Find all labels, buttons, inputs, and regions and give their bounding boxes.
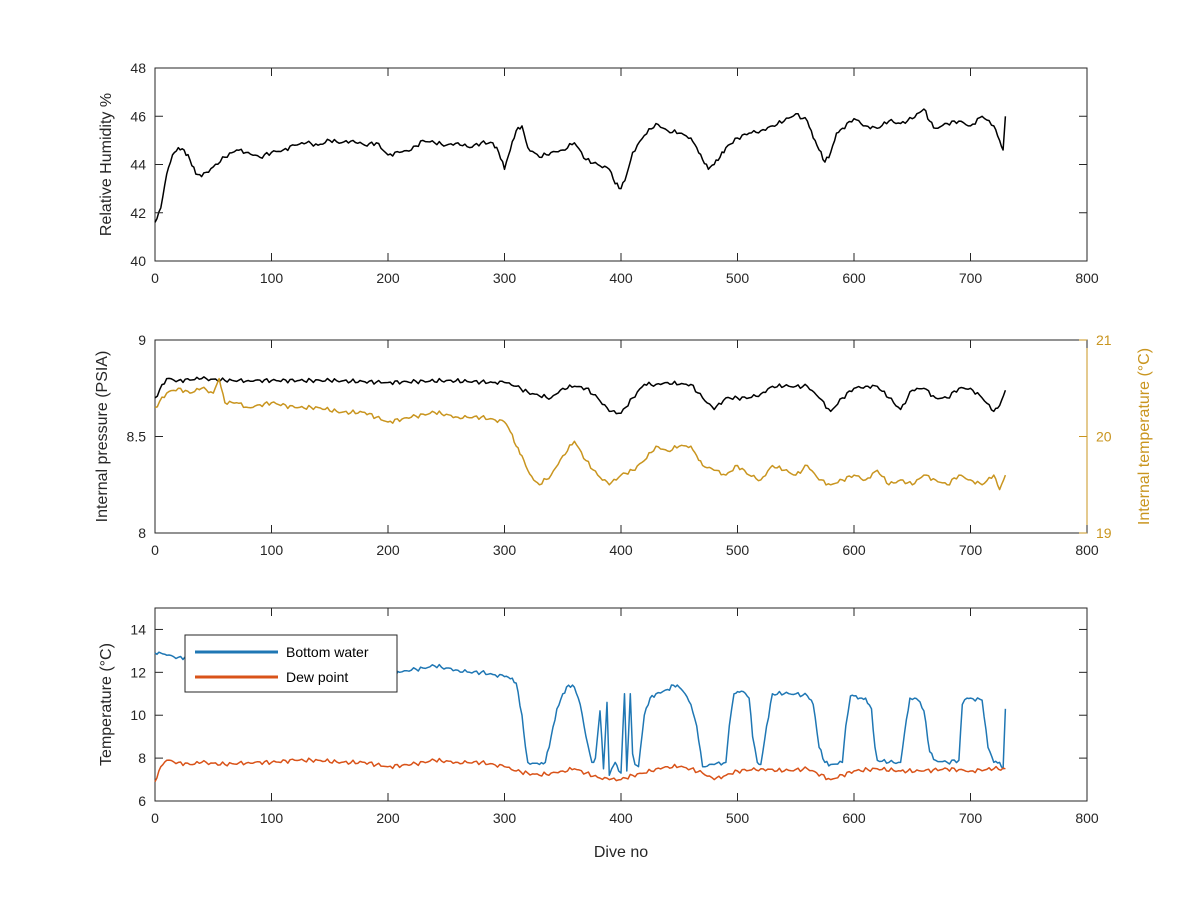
x-ticks-1: 0 100 200 300 400 500 600 700 800 [151, 68, 1099, 286]
x-tick-label: 300 [493, 542, 517, 558]
y-tick-label-right: 19 [1096, 525, 1112, 541]
y-tick-label: 10 [130, 707, 146, 723]
plot-area-1 [154, 67, 1088, 262]
y-ticks-right-2: 19 20 21 [1079, 332, 1112, 541]
y-tick-label: 8 [138, 750, 146, 766]
x-tick-label: 200 [376, 810, 400, 826]
y-ticks-2: 88.59 [127, 332, 163, 541]
ylabel-right-2: Internal temperature (°C) [1136, 348, 1153, 525]
x-tick-label: 400 [609, 810, 633, 826]
y-tick-label: 12 [130, 664, 146, 680]
x-tick-label: 500 [726, 810, 750, 826]
x-tick-label: 500 [726, 542, 750, 558]
y-tick-label-right: 20 [1096, 429, 1112, 445]
x-tick-label: 500 [726, 270, 750, 286]
plot-area-2 [154, 339, 1088, 534]
y-tick-label: 8 [138, 525, 146, 541]
ylabel-1: Relative Humidity % [98, 93, 115, 236]
y-tick-label-right: 21 [1096, 332, 1112, 348]
x-ticks-3: 0 100 200 300 400 500 600 700 800 [151, 608, 1099, 826]
x-tick-label: 0 [151, 810, 159, 826]
x-tick-label: 400 [609, 270, 633, 286]
x-tick-label: 200 [376, 542, 400, 558]
y-tick-label: 48 [130, 60, 146, 76]
series-line-0-0 [154, 108, 1007, 223]
y-tick-label: 8.5 [127, 429, 147, 445]
legend-label-dew-point: Dew point [286, 669, 348, 685]
y-tick-label: 40 [130, 253, 146, 269]
x-tick-label: 800 [1075, 542, 1099, 558]
x-tick-label: 600 [842, 542, 866, 558]
x-tick-label: 0 [151, 270, 159, 286]
x-tick-label: 700 [959, 542, 983, 558]
y-tick-label: 6 [138, 793, 146, 809]
y-tick-label: 42 [130, 205, 146, 221]
ylabel-2: Internal pressure (PSIA) [94, 351, 111, 523]
y-ticks-1: 40 42 44 46 48 [130, 60, 1087, 269]
x-tick-label: 700 [959, 270, 983, 286]
y-ticks-3: 6 8 10 12 14 [130, 621, 1087, 809]
xlabel-3: Dive no [594, 844, 648, 861]
x-tick-label: 100 [260, 810, 284, 826]
x-tick-label: 200 [376, 270, 400, 286]
y-tick-label: 44 [130, 157, 146, 173]
panel-relative-humidity: 0 100 200 300 400 500 600 700 800 40 42 44 46 48 Rel… [98, 60, 1099, 286]
x-tick-label: 100 [260, 542, 284, 558]
series-lines-2 [154, 376, 1007, 491]
y-tick-label: 46 [130, 108, 146, 124]
x-tick-label: 800 [1075, 810, 1099, 826]
x-tick-label: 400 [609, 542, 633, 558]
legend-label-bottom-water: Bottom water [286, 644, 369, 660]
x-tick-label: 0 [151, 542, 159, 558]
series-line-1-1 [154, 377, 1007, 491]
x-tick-label: 300 [493, 810, 517, 826]
x-tick-label: 700 [959, 810, 983, 826]
ylabel-3: Temperature (°C) [98, 643, 115, 766]
x-tick-label: 600 [842, 270, 866, 286]
y-tick-label: 9 [138, 332, 146, 348]
y-tick-label: 14 [130, 621, 146, 637]
x-tick-label: 600 [842, 810, 866, 826]
x-ticks-2: 0 100 200 300 400 500 600 700 800 [151, 340, 1099, 558]
x-tick-label: 300 [493, 270, 517, 286]
series-line-1-0 [154, 376, 1007, 415]
series-lines-1 [154, 108, 1007, 223]
x-tick-label: 800 [1075, 270, 1099, 286]
panel-temperature: 0 100 200 300 400 500 600 700 800 6 8 10 12 14 Tempe… [98, 607, 1099, 861]
legend: Bottom water Dew point [184, 634, 398, 693]
x-tick-label: 100 [260, 270, 284, 286]
series-line-dew-point [154, 757, 1006, 783]
legend-box [184, 634, 398, 693]
